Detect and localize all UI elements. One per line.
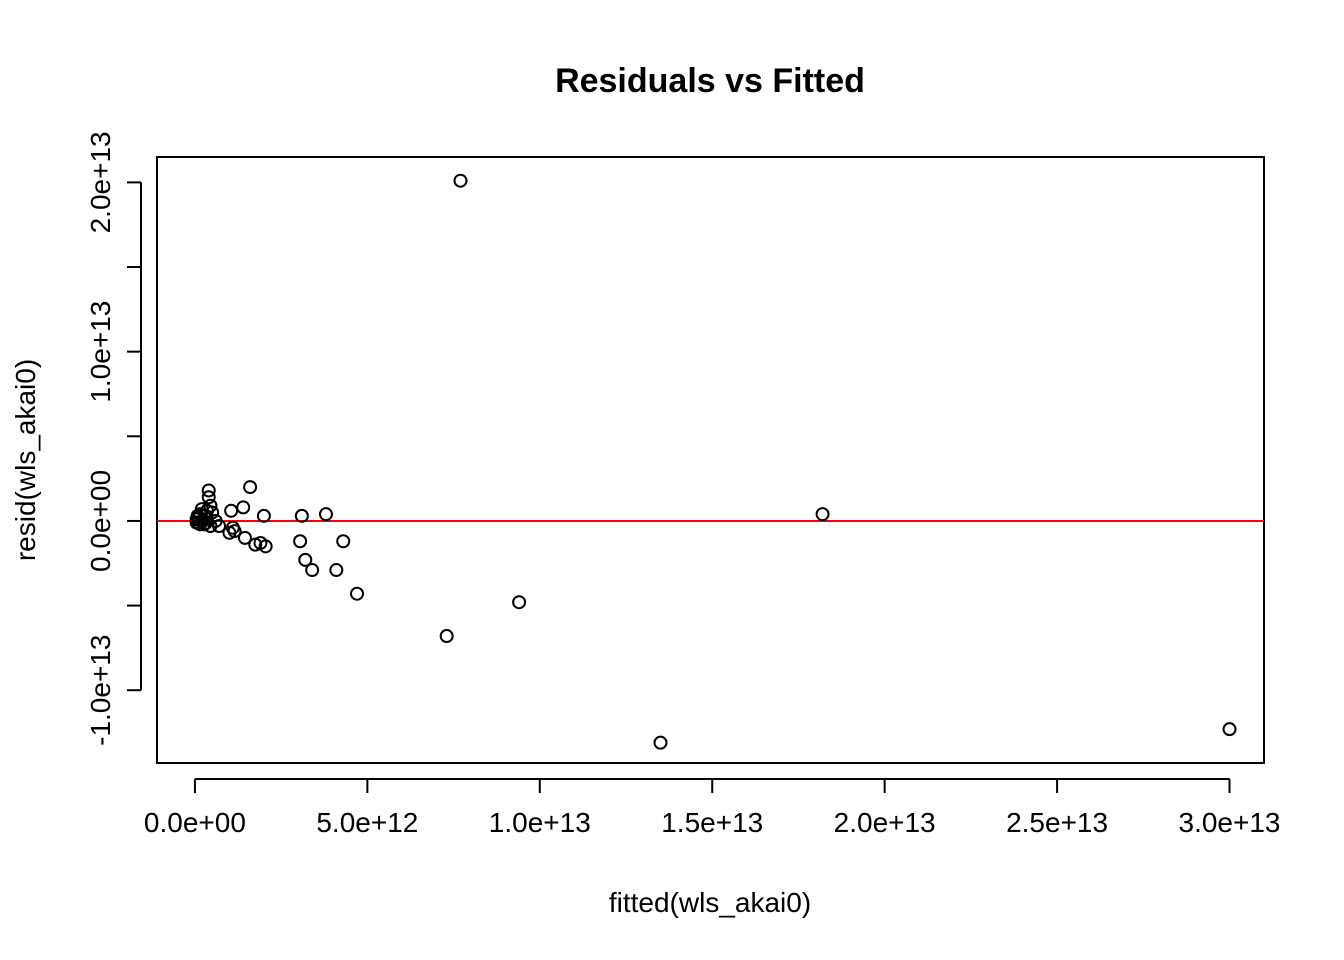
data-point [208, 513, 223, 528]
data-point [190, 508, 205, 523]
data-point [305, 563, 320, 578]
x-tick-label: 3.0e+13 [1179, 807, 1281, 838]
data-point [293, 534, 308, 549]
x-tick-label: 0.0e+00 [144, 807, 246, 838]
data-point [653, 735, 668, 750]
y-axis: -1.0e+13 0.0e+00 1.0e+13 2.0e+13 [85, 131, 142, 746]
data-point [256, 508, 271, 523]
data-point [439, 629, 454, 644]
data-point [201, 490, 216, 505]
data-point [201, 483, 216, 498]
data-point [815, 507, 830, 522]
data-point [453, 173, 468, 188]
x-tick-label: 2.5e+13 [1006, 807, 1108, 838]
y-tick-label: 0.0e+00 [85, 470, 116, 572]
data-point [248, 537, 263, 552]
data-point [224, 503, 239, 518]
data-point [236, 500, 251, 515]
data-point [222, 525, 237, 540]
data-point [318, 507, 333, 522]
y-tick-label: 2.0e+13 [85, 131, 116, 233]
plot-frame [156, 156, 1265, 764]
x-tick-label: 1.0e+13 [489, 807, 591, 838]
x-axis-label: fitted(wls_akai0) [609, 887, 811, 918]
y-axis-label: resid(wls_akai0) [10, 359, 41, 561]
x-tick-label: 5.0e+12 [316, 807, 418, 838]
data-point [237, 530, 252, 545]
data-point [1222, 722, 1237, 737]
data-point [243, 480, 258, 495]
y-tick-label: -1.0e+13 [85, 635, 116, 746]
plot-area [157, 173, 1264, 750]
x-tick-label: 2.0e+13 [834, 807, 936, 838]
data-point [200, 512, 215, 527]
data-point [294, 508, 309, 523]
x-axis: 0.0e+00 5.0e+12 1.0e+13 1.5e+13 2.0e+13 2.5e+… [144, 778, 1281, 838]
chart-title: Residuals vs Fitted [555, 62, 865, 100]
data-point [336, 534, 351, 549]
data-point [350, 586, 365, 601]
y-tick-label: 1.0e+13 [85, 301, 116, 403]
data-point [512, 595, 527, 610]
x-tick-label: 1.5e+13 [661, 807, 763, 838]
data-point [329, 563, 344, 578]
data-point [298, 552, 313, 567]
